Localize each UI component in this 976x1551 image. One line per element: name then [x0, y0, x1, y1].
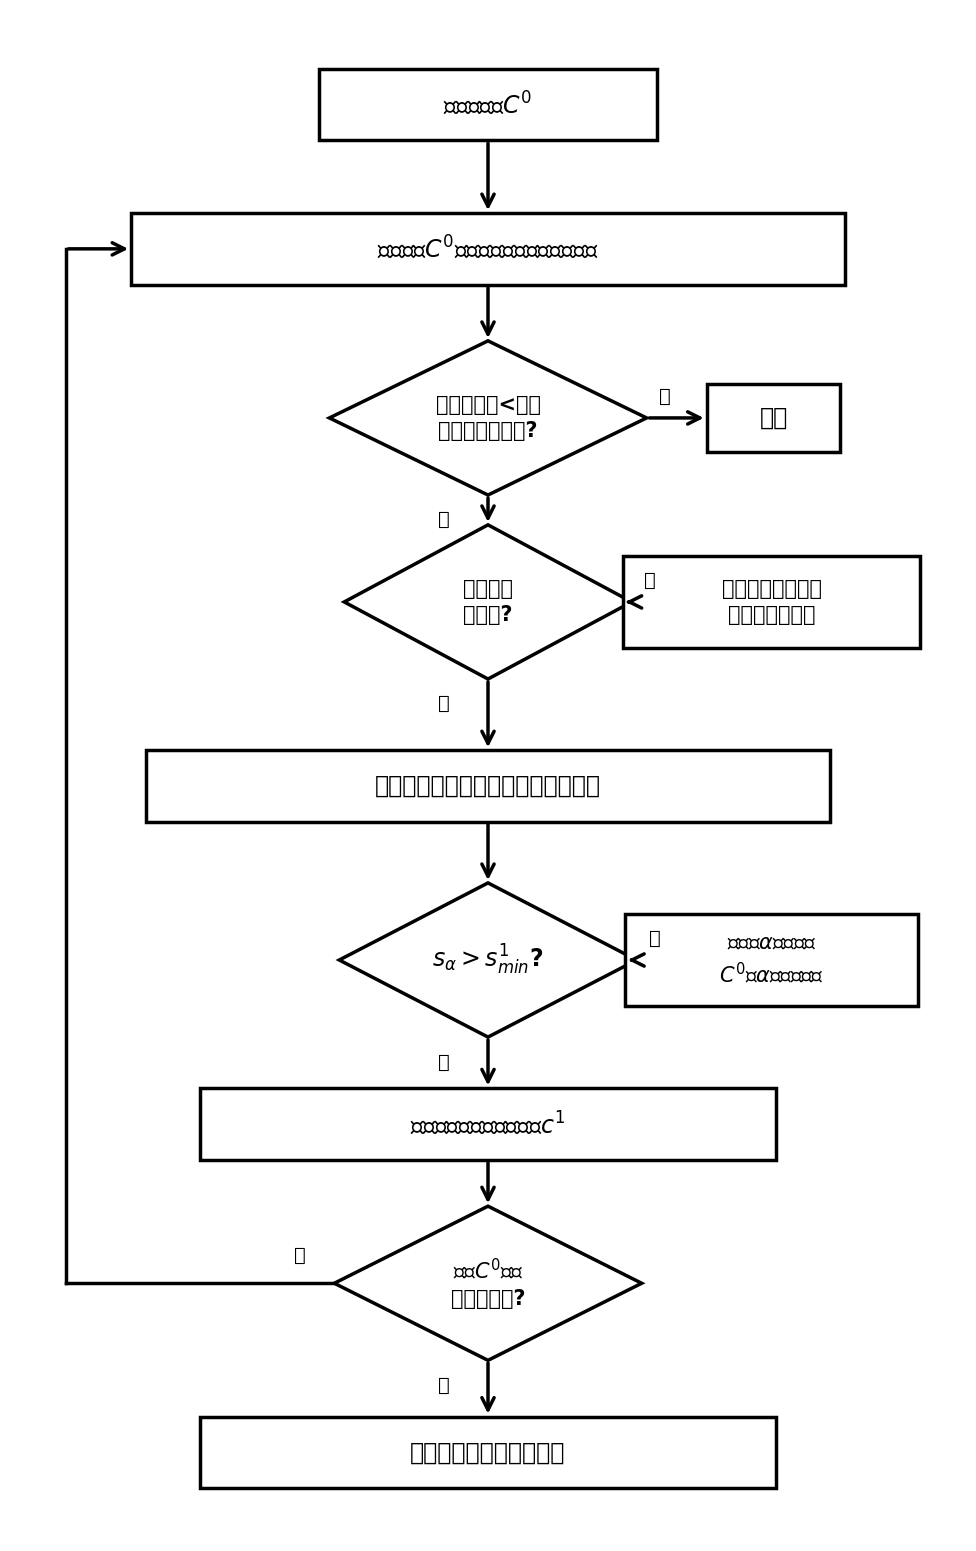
Text: 枝节点$\alpha$替换集合
$C^0$中$\alpha$包含的节点: 枝节点$\alpha$替换集合 $C^0$中$\alpha$包含的节点 [719, 934, 824, 986]
Bar [131, 212, 845, 285]
Text: 是: 是 [437, 1053, 449, 1072]
Text: 放入叶子级调度区域集合$c^1$: 放入叶子级调度区域集合$c^1$ [410, 1111, 566, 1138]
Bar [707, 385, 840, 451]
Bar [146, 751, 830, 822]
Text: 是: 是 [644, 571, 656, 589]
Bar [319, 68, 657, 141]
Text: 集合$C^0$中是
有剩余节点?: 集合$C^0$中是 有剩余节点? [451, 1258, 525, 1309]
Text: 是: 是 [659, 386, 671, 405]
Text: 计算集合$C^0$中所有节点间的互平衡强度: 计算集合$C^0$中所有节点间的互平衡强度 [378, 236, 598, 262]
Text: 否: 否 [649, 929, 661, 948]
Text: 是否有节
点相交?: 是否有节 点相交? [463, 579, 513, 625]
Text: 互平衡强度<平均
值的互补节点对?: 互平衡强度<平均 值的互补节点对? [435, 396, 541, 440]
Polygon shape [345, 524, 631, 679]
Text: 生成叶子级调度区域划分: 生成叶子级调度区域划分 [410, 1441, 566, 1464]
Text: 否: 否 [437, 695, 449, 713]
Bar [623, 557, 920, 648]
Polygon shape [340, 883, 636, 1038]
Text: 去除其中互平衡强
度较小的节点对: 去除其中互平衡强 度较小的节点对 [721, 579, 822, 625]
Polygon shape [335, 1207, 641, 1360]
Text: $s_{\alpha} > s_{min}^{1}$?: $s_{\alpha} > s_{min}^{1}$? [432, 943, 544, 977]
Text: 服务点集合$C^0$: 服务点集合$C^0$ [443, 92, 533, 118]
Bar [200, 1089, 776, 1160]
Text: 否: 否 [437, 1376, 449, 1394]
Bar [626, 914, 917, 1005]
Text: 否: 否 [437, 510, 449, 529]
Bar [200, 1416, 776, 1487]
Text: 是: 是 [294, 1245, 305, 1266]
Text: 去除: 去除 [759, 406, 788, 430]
Text: 剩余的节点对形成枝节点并计算面积: 剩余的节点对形成枝节点并计算面积 [375, 774, 601, 797]
Polygon shape [329, 341, 647, 495]
